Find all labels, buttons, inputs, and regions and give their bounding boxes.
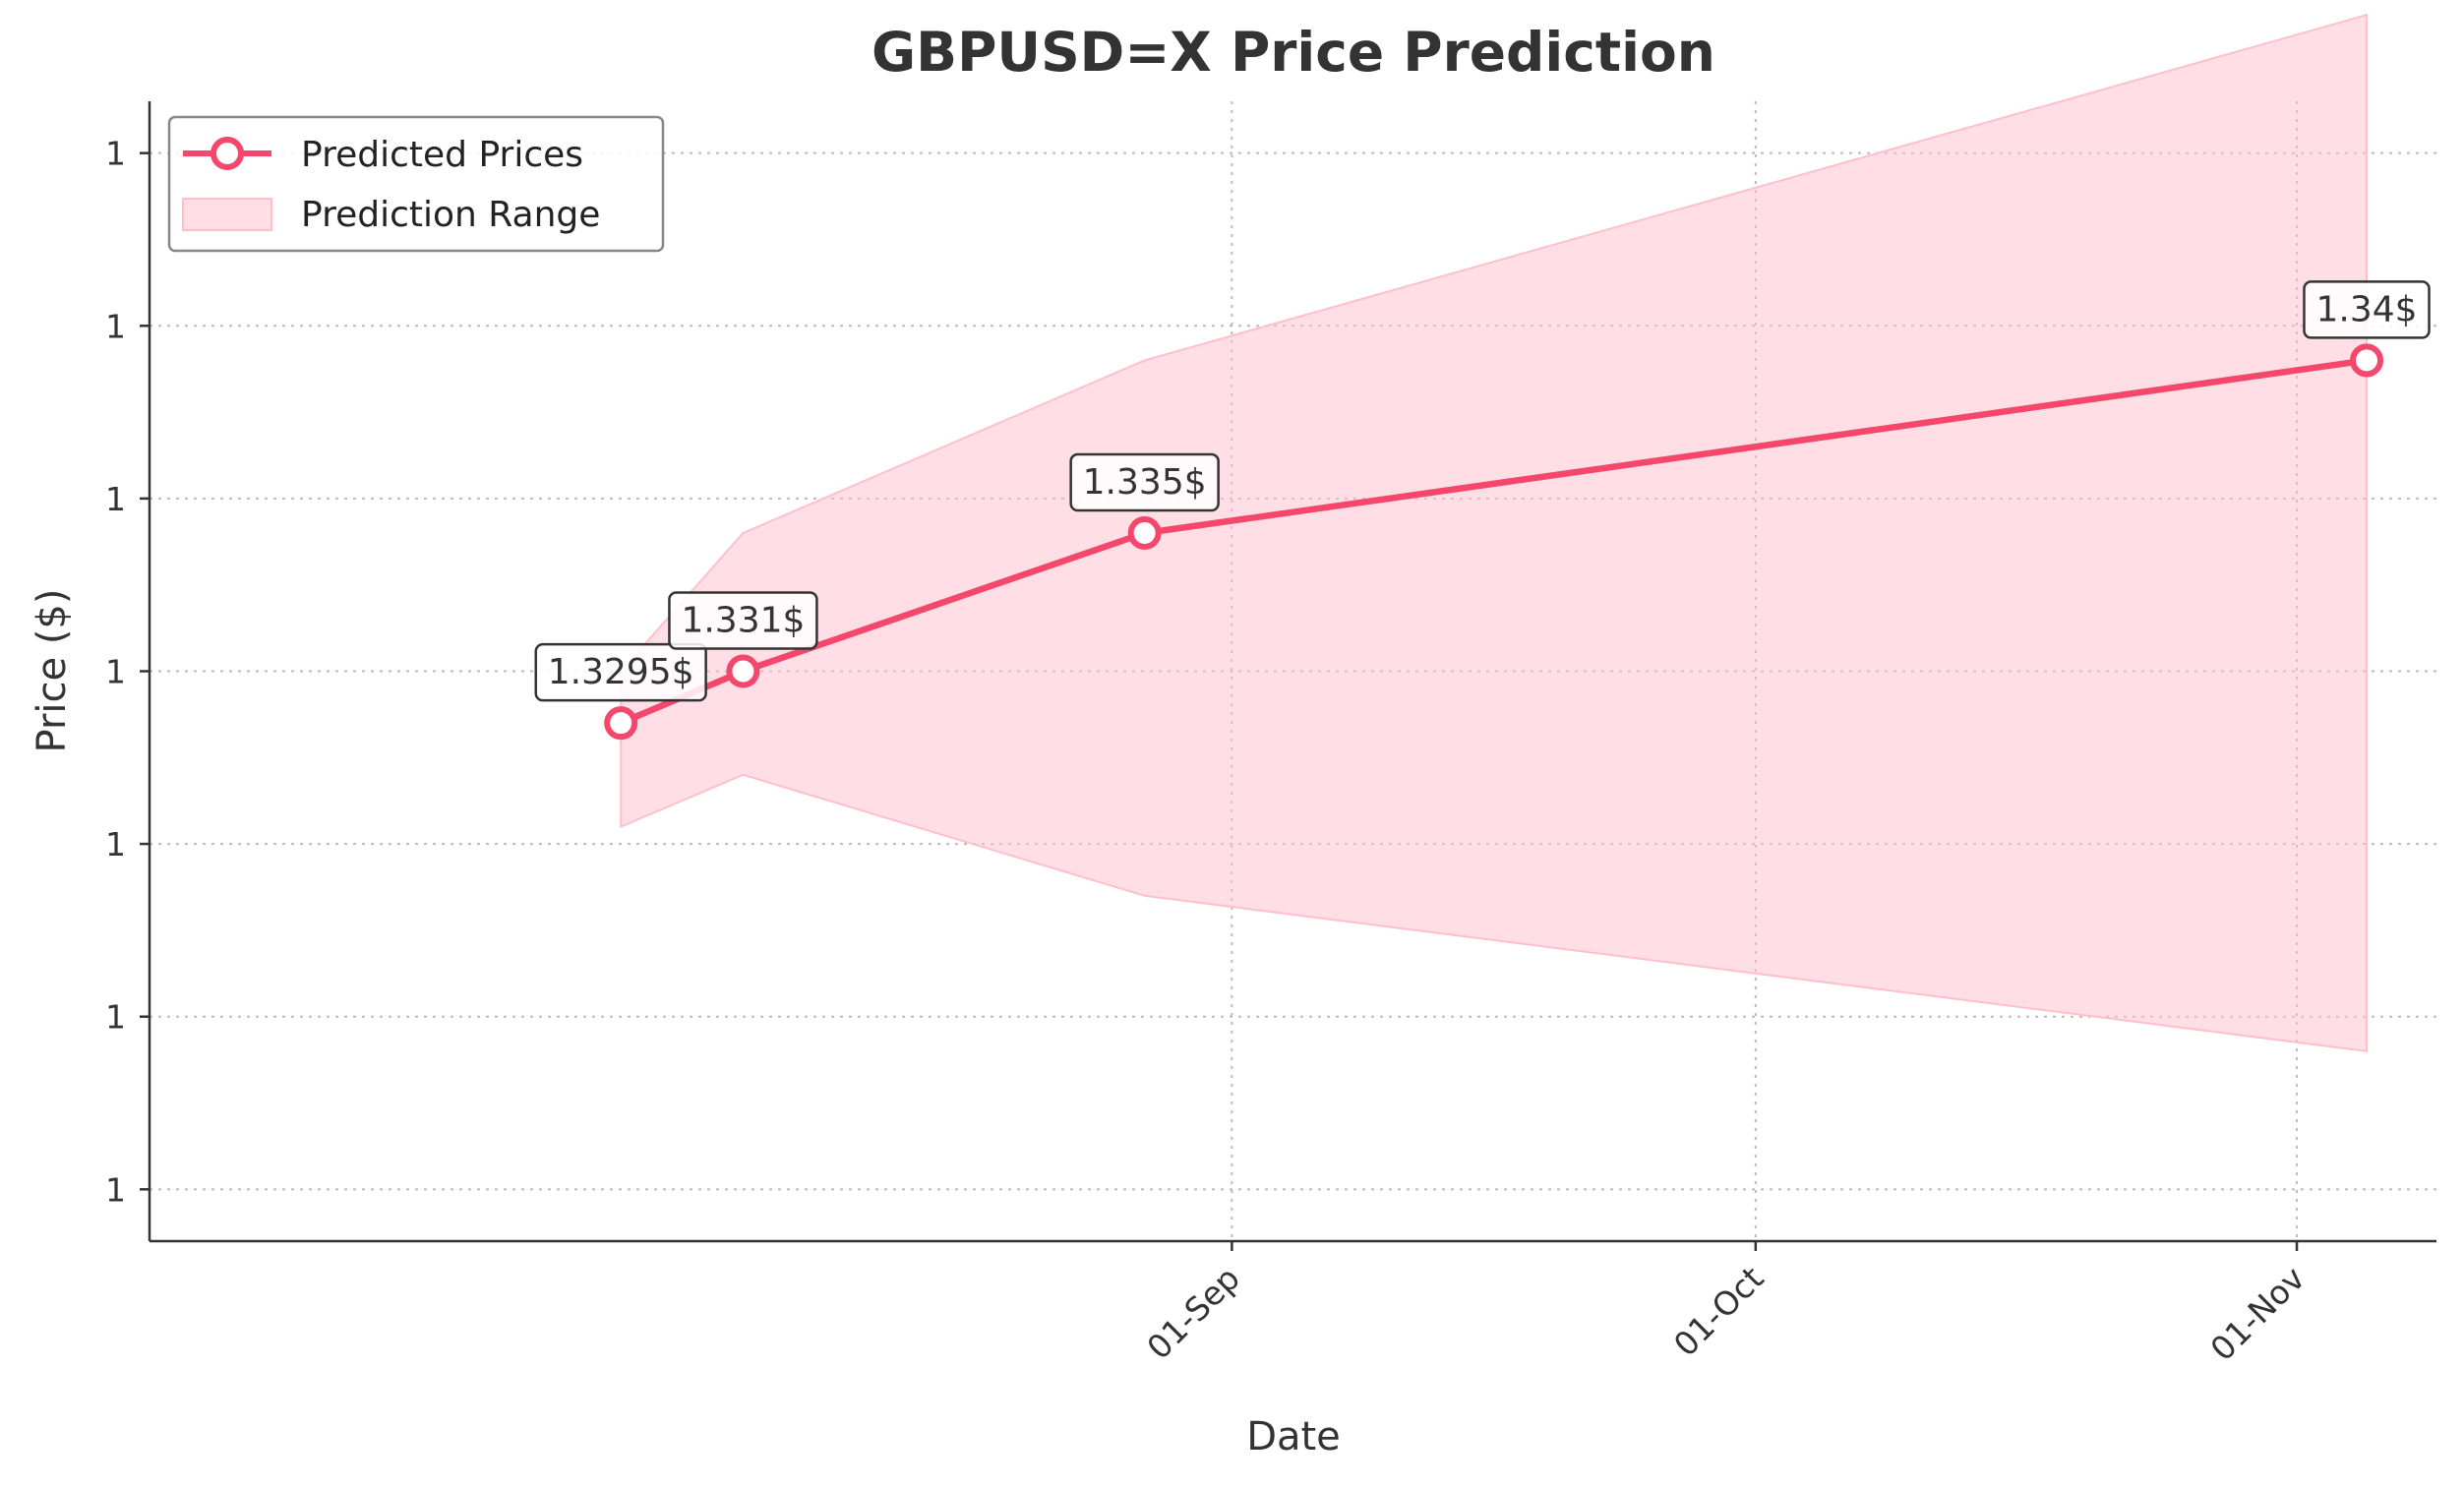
y-tick-label-6: 1 <box>105 135 126 173</box>
chart-title: GBPUSD=X Price Prediction <box>871 21 1715 84</box>
y-tick-label-1: 1 <box>105 998 126 1037</box>
y-tick-label-5: 1 <box>105 307 126 345</box>
y-tick-label-4: 1 <box>105 480 126 518</box>
data-label-box-0 <box>534 642 707 702</box>
data-point-3 <box>2350 343 2384 378</box>
data-labels: 1.3295$ 1.331$ 1.335$ 1.34$ <box>534 280 2431 702</box>
data-label-box-3 <box>2303 280 2431 339</box>
prediction-range-area <box>620 13 2369 1052</box>
x-tick-label-2: 01-Nov <box>2202 1259 2312 1368</box>
legend-label-prediction-range: Prediction Range <box>301 195 600 235</box>
prediction-range-band <box>620 13 2369 1052</box>
data-label-text-2: 1.335$ <box>1083 462 1207 503</box>
data-label-1: 1.331$ <box>668 591 818 650</box>
y-tick-label-0: 1 <box>105 1170 126 1209</box>
legend-band-swatch <box>182 198 272 231</box>
legend: Predicted Prices Prediction Range <box>167 115 665 253</box>
data-label-3: 1.34$ <box>2303 280 2431 339</box>
y-axis-title: Price ($) <box>30 589 75 753</box>
x-axis-title: Date <box>1246 1414 1341 1459</box>
y-tick-label-2: 1 <box>105 825 126 863</box>
x-tick-label-0: 01-Sep <box>1139 1259 1247 1367</box>
data-point-0 <box>604 706 638 741</box>
data-label-0: 1.3295$ <box>534 642 707 702</box>
legend-circle-marker <box>210 137 244 170</box>
legend-label-predicted-prices: Predicted Prices <box>301 135 583 175</box>
data-label-2: 1.335$ <box>1069 452 1220 512</box>
data-point-1 <box>726 654 760 688</box>
data-label-text-3: 1.34$ <box>2315 289 2417 329</box>
data-label-text-0: 1.3295$ <box>548 652 694 692</box>
data-label-text-1: 1.331$ <box>681 601 805 641</box>
data-label-box-2 <box>1069 452 1220 512</box>
y-tick-label-3: 1 <box>105 653 126 691</box>
legend-box <box>167 115 665 253</box>
data-point-2 <box>1127 516 1162 551</box>
data-label-box-1 <box>668 591 818 650</box>
x-tick-label-1: 01-Oct <box>1666 1259 1772 1364</box>
